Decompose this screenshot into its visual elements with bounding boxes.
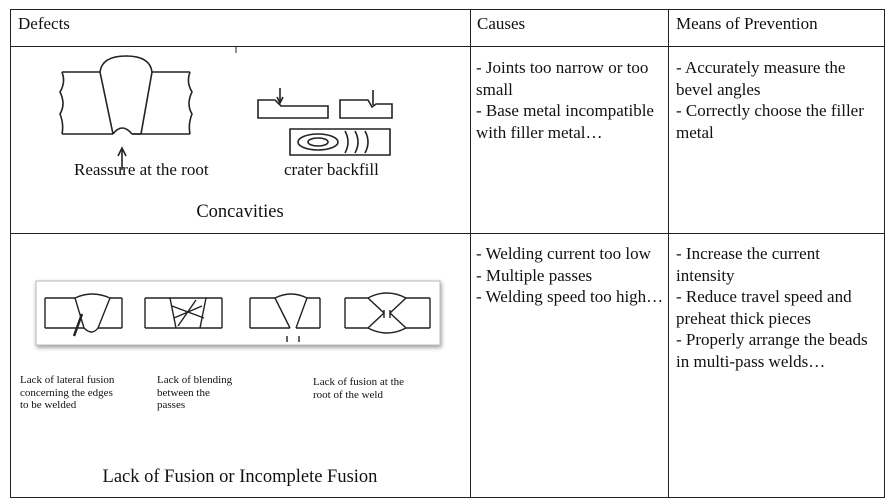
causes-cell: - Welding current too low - Multiple pass… (476, 243, 666, 308)
diagram-label: Reassure at the root (74, 160, 209, 179)
prevention-item: - Increase the current intensity (676, 244, 820, 285)
image-frame (36, 281, 440, 345)
concavity-sketch (60, 56, 392, 170)
header-cell: Causes (477, 14, 526, 33)
header-cell: Defects (18, 14, 70, 33)
prevention-item: - Correctly choose the filler metal (676, 101, 864, 142)
prevention-item: - Reduce travel speed and preheat thick … (676, 287, 852, 328)
cause-item: - Joints too narrow or too small (476, 58, 649, 99)
header-cell: Means of Prevention (676, 14, 818, 33)
diagram-label: Lack of blending between the passes (157, 374, 233, 411)
defect-title: Concavities (196, 202, 284, 222)
causes-cell: - Joints too narrow or too small - Base m… (476, 57, 666, 143)
prevention-item: - Properly arrange the beads in multi-pa… (676, 330, 868, 371)
prevention-item: - Accurately measure the bevel angles (676, 58, 846, 99)
cause-item: - Welding speed too high… (476, 287, 664, 306)
cause-item: - Welding current too low (476, 244, 651, 263)
diagram-label: Lack of fusion at the root of the weld (313, 376, 405, 401)
prevention-cell: - Increase the current intensity - Reduce… (676, 243, 880, 372)
diagram-label: crater backfill (284, 160, 379, 179)
defect-title: Lack of Fusion or Incomplete Fusion (102, 467, 378, 487)
cause-item: - Multiple passes (476, 265, 593, 285)
diagram-label: Lack of lateral fusion concerning the ed… (20, 374, 115, 411)
fusion-sketch (45, 293, 430, 342)
prevention-cell: - Accurately measure the bevel angles - C… (676, 57, 880, 143)
cause-item: - Base metal incompatible with filler me… (476, 101, 654, 142)
